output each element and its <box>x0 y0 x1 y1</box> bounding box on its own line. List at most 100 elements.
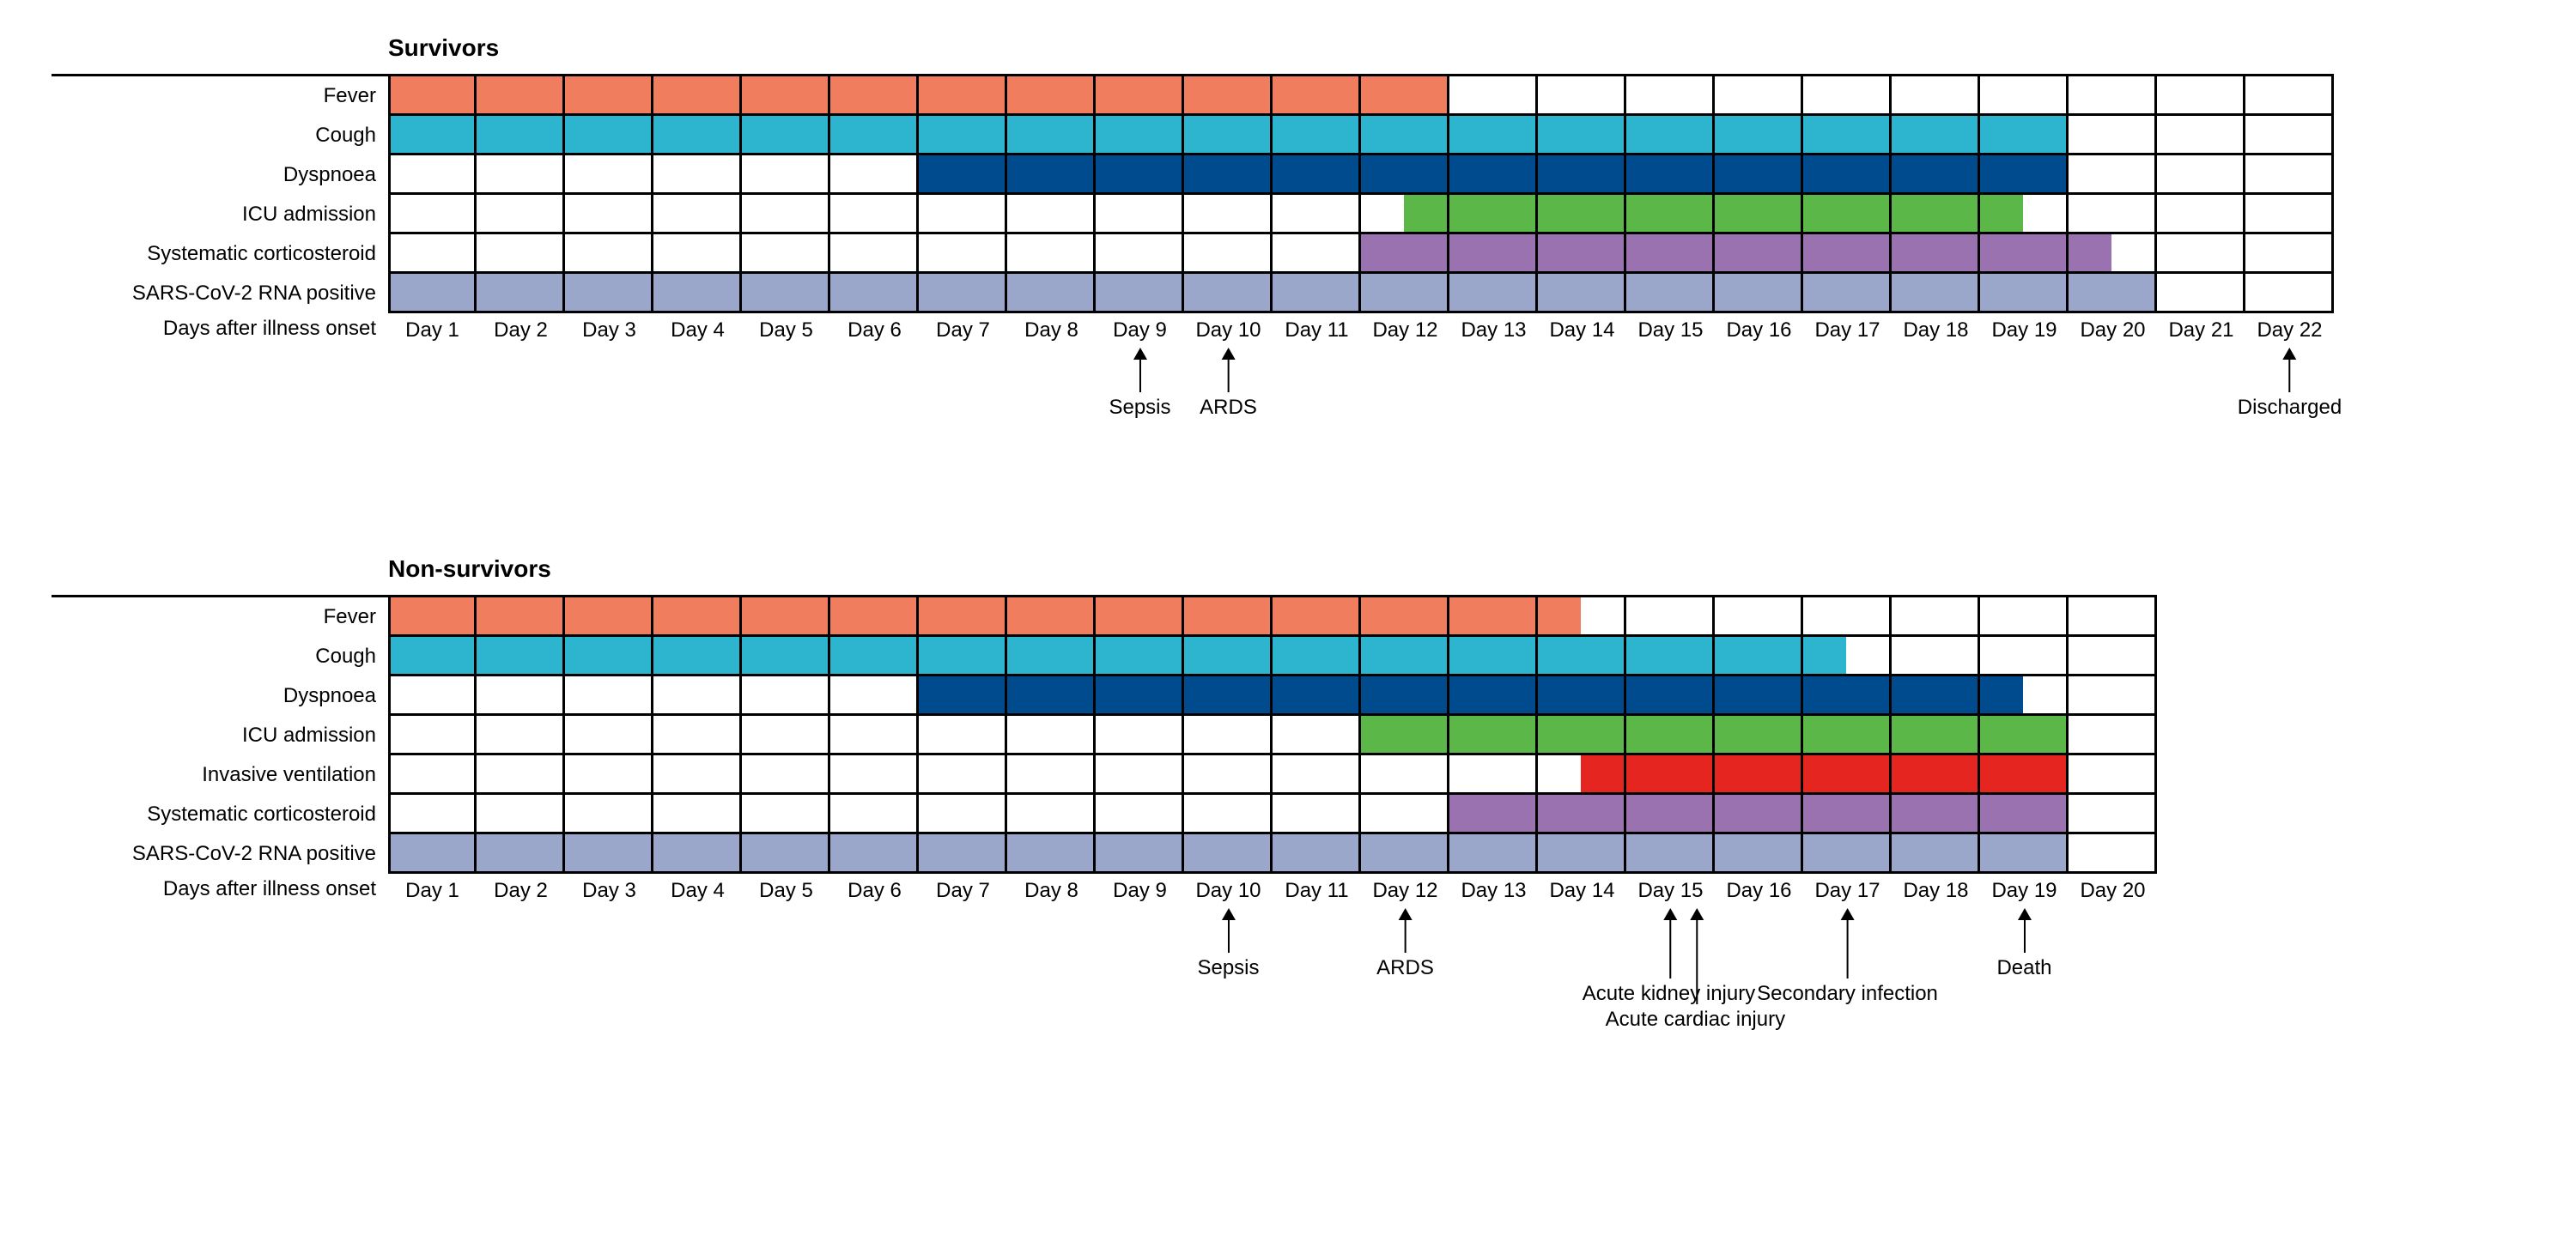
day-label: Day 14 <box>1538 313 1626 349</box>
timeline-cell <box>1538 274 1626 313</box>
timeline-cell <box>1184 716 1273 755</box>
timeline-cell <box>1892 155 1980 195</box>
timeline-cell <box>565 274 653 313</box>
timeline-cell <box>653 274 742 313</box>
timeline-cell <box>1096 155 1184 195</box>
timeline-cell <box>477 597 565 637</box>
timeline-cell <box>1980 676 2069 716</box>
timeline-cell <box>1361 676 1449 716</box>
timeline-cell <box>830 155 919 195</box>
timeline-cell <box>1096 234 1184 274</box>
day-label: Day 10 <box>1184 874 1273 910</box>
day-label: Day 14 <box>1538 874 1626 910</box>
timeline-cell <box>919 274 1007 313</box>
timeline-cell <box>1007 116 1096 155</box>
day-label: Day 4 <box>653 874 742 910</box>
timeline-cell <box>2069 716 2157 755</box>
timeline-cell <box>1273 155 1361 195</box>
timeline-cell <box>1715 597 1803 637</box>
timeline-cell <box>1096 76 1184 116</box>
timeline-cell <box>1361 274 1449 313</box>
day-label: Day 13 <box>1449 313 1538 349</box>
timeline-cell <box>919 597 1007 637</box>
timeline-cell <box>1184 755 1273 795</box>
arrow-up-icon <box>1696 910 1698 1004</box>
timeline-cell <box>1980 116 2069 155</box>
timeline-cell <box>1007 76 1096 116</box>
arrow-up-icon <box>2289 349 2291 392</box>
timeline-cell <box>1715 716 1803 755</box>
timeline-cell <box>2157 195 2245 234</box>
timeline-cell <box>1273 676 1361 716</box>
timeline-cell <box>830 834 919 874</box>
day-label: Day 2 <box>477 874 565 910</box>
timeline-cell <box>1361 834 1449 874</box>
timeline-cell <box>1361 155 1449 195</box>
timeline-cell <box>1803 195 1892 234</box>
timeline-cell <box>1273 795 1361 834</box>
timeline-cell <box>1273 834 1361 874</box>
timeline-cell <box>2245 274 2334 313</box>
timeline-cell <box>919 795 1007 834</box>
timeline-cell <box>742 274 830 313</box>
timeline-cell <box>1538 155 1626 195</box>
timeline-cell <box>2069 274 2157 313</box>
timeline-cell <box>830 116 919 155</box>
timeline-cell <box>2245 234 2334 274</box>
annotation-label: ARDS <box>1376 956 1434 980</box>
day-label: Day 6 <box>830 874 919 910</box>
row-label: Dyspnoea <box>52 676 388 716</box>
timeline-cell <box>2157 116 2245 155</box>
annotation: Discharged <box>2238 349 2342 420</box>
timeline-cell <box>565 834 653 874</box>
timeline-cell <box>919 116 1007 155</box>
panel-0: SurvivorsFeverCoughDyspnoeaICU admission… <box>52 34 2524 487</box>
timeline-cell <box>1007 195 1096 234</box>
day-label: Day 1 <box>388 313 477 349</box>
timeline-cell <box>1803 716 1892 755</box>
timeline-cell <box>2069 676 2157 716</box>
timeline-cell <box>565 755 653 795</box>
annotation-label: ARDS <box>1200 396 1257 420</box>
timeline-grid: FeverCoughDyspnoeaICU admissionInvasive … <box>52 595 2157 874</box>
timeline-cell <box>1892 755 1980 795</box>
annotation-label: Acute cardiac injury <box>1606 1008 1785 1032</box>
timeline-cell <box>388 834 477 874</box>
day-label: Day 8 <box>1007 313 1096 349</box>
timeline-cell <box>1096 676 1184 716</box>
timeline-cell <box>653 597 742 637</box>
timeline-cell <box>565 795 653 834</box>
timeline-cell <box>1184 274 1273 313</box>
timeline-cell <box>2157 155 2245 195</box>
timeline-cell <box>1715 834 1803 874</box>
timeline-cell <box>477 834 565 874</box>
day-label: Day 10 <box>1184 313 1273 349</box>
timeline-cell <box>742 795 830 834</box>
row-label: Dyspnoea <box>52 155 388 195</box>
row-label: Systematic corticosteroid <box>52 234 388 274</box>
day-axis: Days after illness onsetDay 1Day 2Day 3D… <box>52 874 2157 910</box>
timeline-cell <box>830 795 919 834</box>
timeline-cell <box>2069 195 2157 234</box>
row-label: Cough <box>52 116 388 155</box>
timeline-cell <box>1361 195 1449 234</box>
timeline-cell <box>1538 716 1626 755</box>
timeline-cell <box>1007 716 1096 755</box>
annotation: Sepsis <box>1197 910 1259 980</box>
day-label: Day 12 <box>1361 313 1449 349</box>
arrow-up-icon <box>1139 349 1140 392</box>
annotation: ARDS <box>1200 349 1257 420</box>
timeline-cell <box>1007 795 1096 834</box>
timeline-cell <box>1184 795 1273 834</box>
timeline-cell <box>1273 76 1361 116</box>
timeline-cell <box>2069 155 2157 195</box>
timeline-cell <box>1803 834 1892 874</box>
timeline-cell <box>1626 116 1715 155</box>
timeline-cell <box>2069 834 2157 874</box>
day-label: Day 20 <box>2069 874 2157 910</box>
timeline-cell <box>742 116 830 155</box>
timeline-cell <box>1892 116 1980 155</box>
timeline-cell <box>1626 755 1715 795</box>
timeline-cell <box>565 597 653 637</box>
timeline-cell <box>1449 716 1538 755</box>
